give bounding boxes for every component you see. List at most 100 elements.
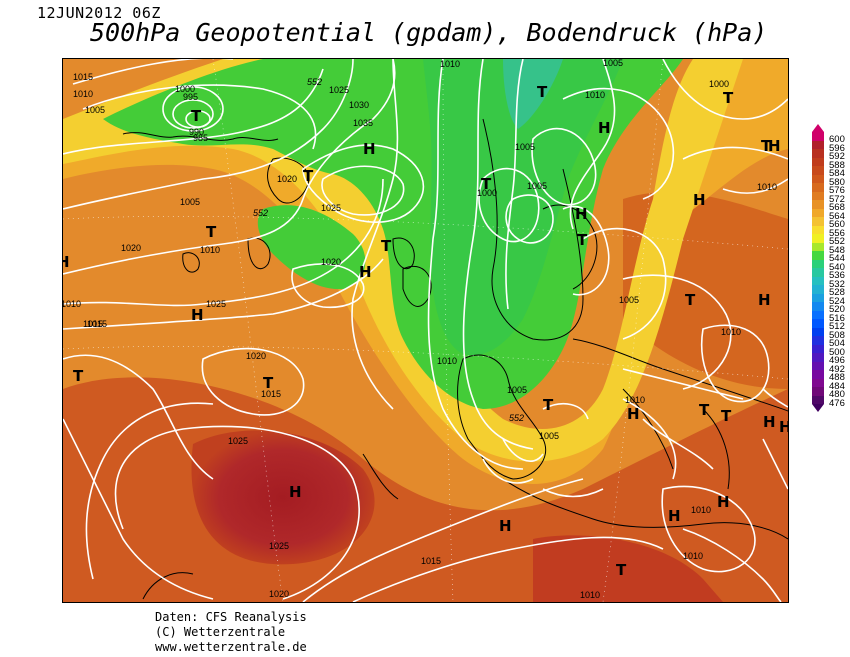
scale-swatch [812,319,824,328]
scale-swatch [812,293,824,302]
scale-swatch [812,225,824,234]
isobar-label: 1025 [228,436,248,446]
scale-label: 588 [829,159,845,171]
scale-swatch [812,387,824,396]
scale-label: 556 [829,227,845,239]
isobar-label: 1035 [353,118,373,128]
scale-swatch [812,259,824,268]
scale-label: 540 [829,261,845,273]
isobar-label: 1010 [437,356,457,366]
low-marker: T [699,401,710,419]
isobar-label: 1010 [580,590,600,600]
isobar-label: 1010 [691,505,711,515]
low-marker: T [685,291,696,309]
low-marker: T [263,374,274,392]
high-marker: H [717,493,730,511]
scale-swatch [812,191,824,200]
high-marker: H [693,191,706,209]
isobar-label: 1020 [277,174,297,184]
high-marker: H [575,205,588,223]
low-marker: T [481,175,492,193]
scale-label: 560 [829,219,845,230]
low-marker: T [303,167,314,185]
scale-swatch [812,140,824,149]
scale-label: 552 [829,236,845,247]
scale-bottom-tip [812,404,824,412]
high-marker: H [63,253,70,271]
scale-label: 504 [829,338,845,349]
scale-swatch [812,378,824,387]
high-marker: H [363,140,376,158]
isobar-label: 1015 [87,319,107,329]
low-marker: T [381,237,392,255]
high-marker: H [627,405,640,423]
isobar-label: 1010 [63,299,81,309]
isobar-label: 1005 [507,385,527,395]
high-marker: H [779,418,788,436]
isobar-label: 1010 [757,182,777,192]
isobar-label: 1015 [421,556,441,566]
color-scale [812,124,824,412]
graticule [63,59,788,602]
isobar-label: 990 [189,127,204,137]
high-marker: H [359,263,372,281]
isobar-label: 1010 [585,90,605,100]
isobar-label: 1015 [83,319,103,329]
low-marker: T [721,407,732,425]
scale-swatch [812,234,824,243]
high-marker: H [668,507,681,525]
scale-label: 568 [829,202,845,213]
scale-swatch [812,132,824,141]
scale-label: 596 [829,142,845,154]
isobar-label: 1010 [200,245,220,255]
weather-map: H H H H H H H H H H H H H H H H T T T T … [62,58,789,603]
field-teal [503,59,563,129]
map-title: 500hPa Geopotential (gpdam), Bodendruck … [90,18,768,47]
scale-label: 516 [829,312,845,324]
scale-swatch [812,208,824,217]
isobar-label: 1015 [261,389,281,399]
isobar-label: 1005 [619,295,639,305]
isobar-label: 1025 [206,299,226,309]
scale-labels: 600 596 592 588 584 580 576 572 568 564 560 556 552 5… [829,134,845,408]
credits-source: Daten: CFS Reanalysis [155,610,307,624]
isobar-label: 1010 [625,395,645,405]
low-marker: T [191,107,202,125]
scale-label: 564 [829,210,845,222]
scale-label: 500 [829,346,845,358]
isobar-labels: 1015 1010 1005 1000 995 990 985 1025 103… [63,59,777,600]
credits-url[interactable]: www.wetterzentrale.de [155,640,307,654]
isobar-label: 1000 [477,188,497,198]
credits: Daten: CFS Reanalysis (C) Wetterzentrale… [155,610,307,655]
isobar-label: 1005 [527,181,547,191]
isobars [63,59,788,602]
isobar-label: 1010 [683,551,703,561]
scale-label: 536 [829,270,845,281]
scale-swatch [812,251,824,260]
isobar-label: 1005 [515,142,535,152]
scale-swatch [812,336,824,345]
scale-label: 600 [829,134,845,145]
scale-swatch [812,166,824,175]
credits-copyright: (C) Wetterzentrale [155,625,286,639]
scale-label: 580 [829,176,845,188]
map-datetime: 12JUN2012 06Z [37,4,161,22]
scale-swatch [812,361,824,370]
high-marker: H [499,517,512,535]
scale-label: 488 [829,372,845,383]
isobar-label: 1020 [246,351,266,361]
scale-swatch [812,327,824,336]
scale-label: 508 [829,329,845,341]
high-marker: H [191,306,204,324]
map-canvas: H H H H H H H H H H H H H H H H T T T T … [63,59,788,602]
isobar-label: 985 [193,133,208,143]
low-marker: T [537,83,548,101]
scale-swatch [812,242,824,251]
scale-swatch [812,217,824,226]
low-marker: T [206,223,217,241]
scale-label: 496 [829,355,845,366]
isobar-label: 1010 [73,89,93,99]
scale-swatch [812,183,824,192]
scale-label: 576 [829,185,845,196]
isobar-label: 1005 [180,197,200,207]
